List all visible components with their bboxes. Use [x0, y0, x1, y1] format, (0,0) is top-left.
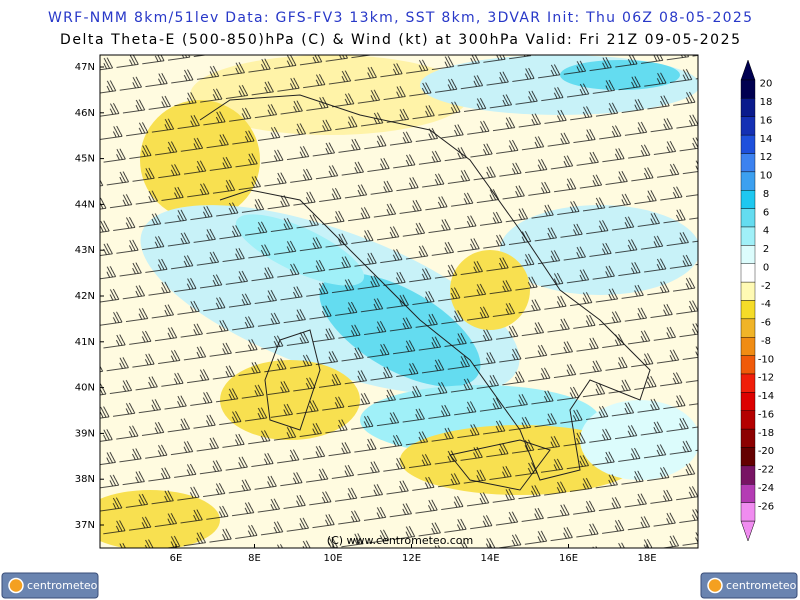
colorbar-label: 12 [760, 152, 773, 163]
colorbar-segment [740, 208, 756, 228]
colorbar-label: -2 [761, 281, 771, 292]
colorbar-segment [740, 263, 756, 283]
lat-label: 44N [75, 199, 95, 210]
colorbar-label: -16 [758, 409, 774, 420]
colorbar-label: -10 [758, 354, 774, 365]
colorbar-segment [740, 410, 756, 430]
colorbar-label: -22 [758, 465, 774, 476]
colorbar-segment [740, 116, 756, 136]
colorbar-label: 6 [763, 207, 769, 218]
colorbar-segment [740, 373, 756, 393]
lon-label: 14E [480, 553, 499, 564]
colorbar-label: 8 [763, 189, 769, 200]
title: WRF-NMM 8km/51lev Data: GFS-FV3 13km, SS… [48, 10, 752, 26]
lon-label: 6E [170, 553, 183, 564]
colorbar-label: 16 [760, 115, 773, 126]
lat-label: 37N [75, 520, 95, 531]
colorbar-segment [740, 79, 756, 99]
colorbar-segment [740, 355, 756, 375]
colorbar-segment [740, 190, 756, 209]
lat-label: 47N [75, 62, 95, 73]
lat-label: 46N [75, 108, 95, 119]
map-frame [99, 54, 699, 549]
colorbar-segment [740, 226, 756, 246]
colorbar-segment [740, 502, 756, 522]
colorbar-segment [740, 484, 756, 503]
colorbar-segment [740, 134, 756, 154]
lat-label: 41N [75, 337, 95, 348]
colorbar-label: 18 [760, 97, 773, 108]
colorbar-segment [740, 337, 756, 356]
lon-label: 12E [402, 553, 421, 564]
colorbar-label: -6 [761, 318, 771, 329]
colorbar-label: 20 [760, 79, 773, 90]
colorbar-segment [740, 245, 756, 264]
colorbar-segment [740, 428, 756, 448]
colorbar-segment [740, 98, 756, 117]
colorbar-label: -8 [761, 336, 771, 347]
lon-label: 16E [559, 553, 578, 564]
lat-label: 43N [75, 245, 95, 256]
colorbar-label: -12 [758, 373, 774, 384]
colorbar-segment [740, 465, 756, 485]
colorbar-label: -24 [758, 483, 774, 494]
colorbar-label: 4 [763, 226, 769, 237]
colorbar-segment [740, 392, 756, 411]
wind-barbs [100, 55, 698, 548]
colorbar-segment [740, 281, 756, 301]
lat-label: 40N [75, 383, 95, 394]
colorbar-label: 2 [763, 244, 769, 255]
lat-label: 38N [75, 474, 95, 485]
colorbar-segment [740, 318, 756, 338]
colorbar-segment [740, 171, 756, 191]
map-field [100, 55, 698, 548]
logo-text: centrometeo [726, 579, 797, 592]
lon-label: 10E [323, 553, 342, 564]
colorbar-segment [740, 300, 756, 320]
colorbar-top [740, 59, 756, 81]
colorbar-label: -18 [758, 428, 774, 439]
logo-left[interactable]: centrometeo [1, 572, 99, 599]
lat-label: 39N [75, 428, 95, 439]
colorbar-label: -26 [758, 501, 774, 512]
credit: (C) www.centrometeo.com [327, 534, 473, 547]
lat-label: 45N [75, 154, 95, 165]
colorbar-label: 0 [763, 262, 769, 273]
colorbar-label: -4 [761, 299, 771, 310]
axis-labels: 47N 46N 45N 44N 43N 42N 41N 40N 39N 38N 37N 6E 8E 10E… [75, 62, 657, 564]
colorbar: 20181614121086420-2-4-6-8-10-12-14-16-18… [740, 79, 774, 522]
colorbar-label: 14 [760, 134, 773, 145]
lon-label: 8E [248, 553, 261, 564]
colorbar-segment [740, 153, 756, 173]
logo-text: centrometeo [27, 579, 98, 592]
lon-label: 18E [637, 553, 656, 564]
colorbar-label: -20 [758, 446, 774, 457]
colorbar-label: 10 [760, 171, 773, 182]
logo-right[interactable]: centrometeo [700, 572, 798, 599]
lat-label: 42N [75, 291, 95, 302]
colorbar-label: -14 [758, 391, 774, 402]
colorbar-segment [740, 447, 756, 467]
subtitle: Delta Theta-E (500-850)hPa (C) & Wind (k… [60, 32, 740, 48]
colorbar-bottom [740, 520, 756, 542]
